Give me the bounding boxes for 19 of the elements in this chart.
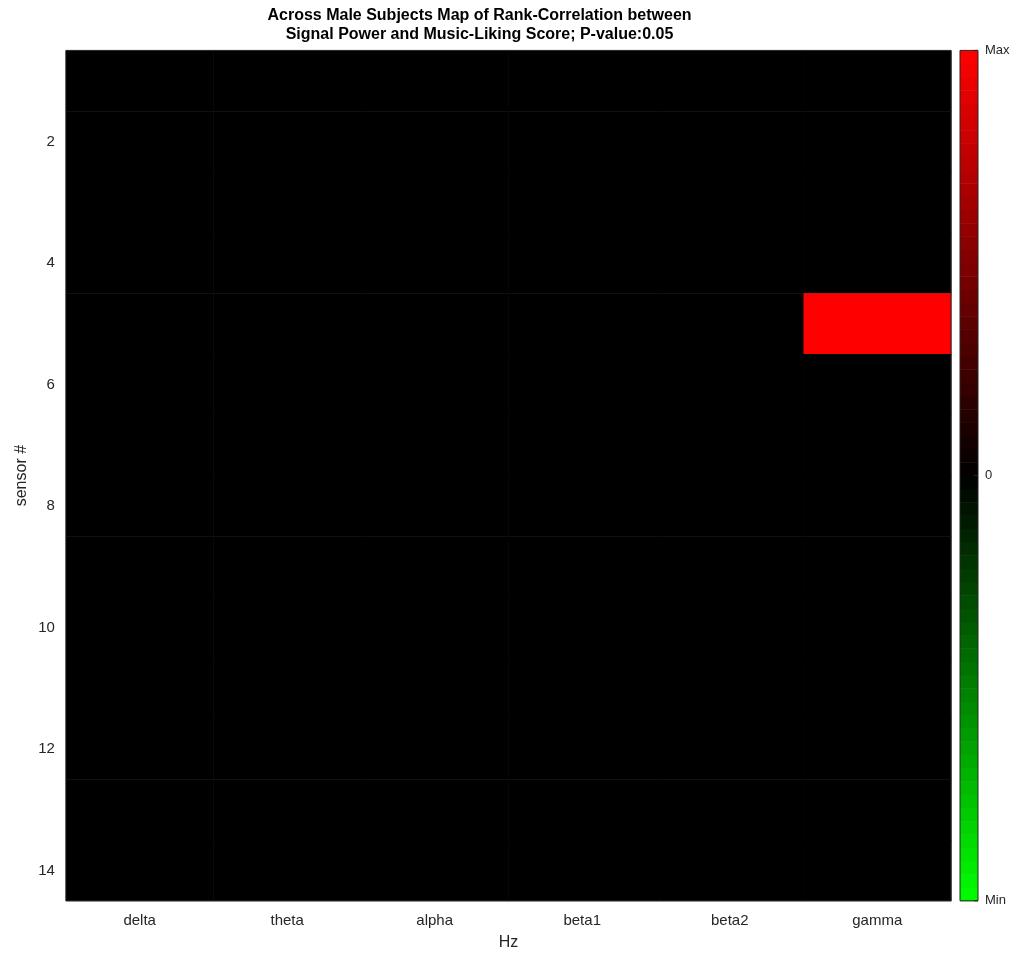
y-tick-label: 6 — [46, 374, 55, 392]
x-tick-label: delta — [123, 910, 157, 928]
color-bar-label: Max — [985, 41, 1011, 57]
chart-title: Across Male Subjects Map of Rank-Correlation between Signal Power and Music-Liking Score; P-value:0.05 — [267, 6, 692, 43]
y-tick-label: 2 — [46, 131, 55, 149]
y-tick-label: 4 — [46, 253, 55, 271]
x-axis-title: Hz — [498, 932, 519, 950]
y-tick-label: 10 — [38, 617, 55, 635]
x-tick-label: theta — [270, 910, 305, 928]
x-tick-label: beta2 — [710, 910, 749, 928]
x-tick-label: alpha — [416, 910, 454, 928]
color-bar-label: 0 — [985, 467, 993, 483]
x-tick-label: gamma — [852, 910, 903, 928]
y-axis-title: sensor # — [12, 444, 30, 507]
y-tick-label: 8 — [46, 496, 55, 514]
color-bar-label: Min — [985, 892, 1006, 908]
y-tick-label: 14 — [38, 860, 55, 878]
y-tick-label: 12 — [38, 739, 55, 757]
x-tick-label: beta1 — [563, 910, 601, 928]
